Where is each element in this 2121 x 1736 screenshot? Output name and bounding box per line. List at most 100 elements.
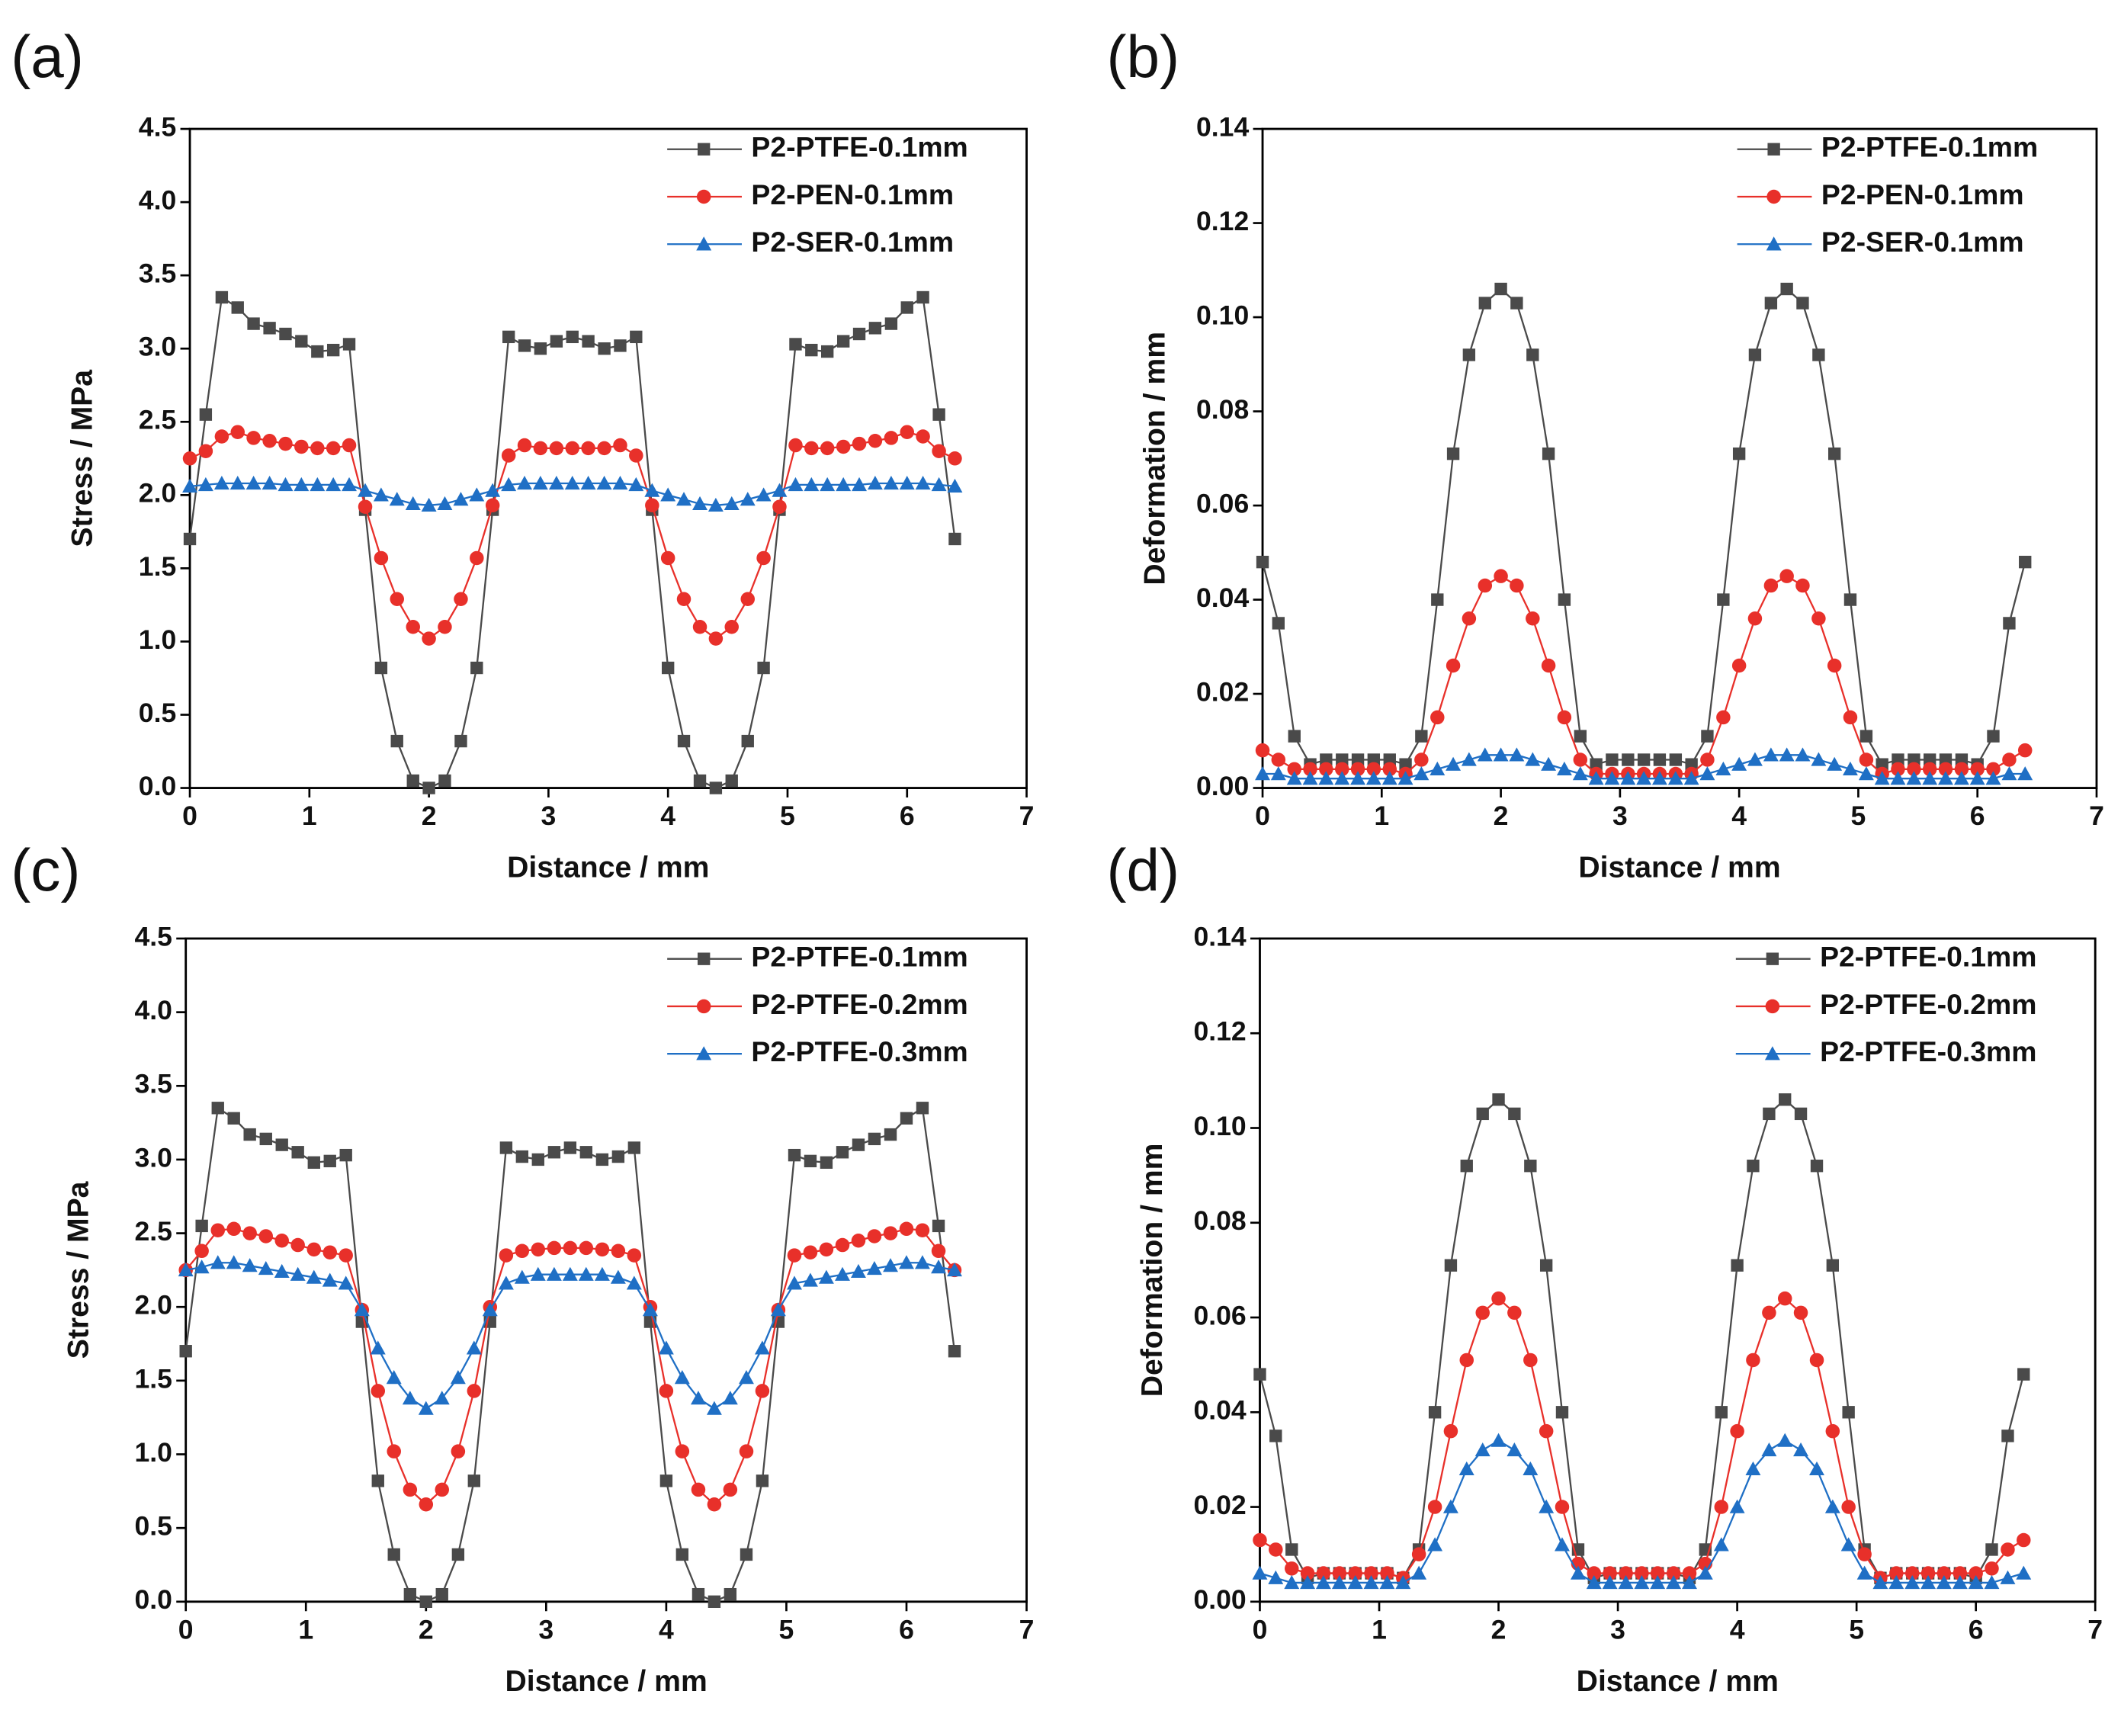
data-point — [598, 342, 611, 355]
data-point — [311, 345, 324, 358]
data-point — [613, 438, 627, 453]
data-point — [231, 301, 244, 314]
data-point — [1667, 771, 1683, 785]
data-point — [1270, 766, 1286, 781]
x-tick-label: 0 — [182, 801, 197, 831]
data-point — [1542, 447, 1555, 460]
data-point — [547, 1146, 561, 1159]
data-point — [1507, 1305, 1522, 1320]
data-point — [1395, 1575, 1411, 1590]
x-tick-label: 5 — [780, 801, 795, 831]
data-point — [787, 1248, 802, 1263]
data-point — [198, 444, 213, 458]
legend-marker — [696, 1046, 712, 1061]
data-point — [836, 477, 852, 492]
data-point — [210, 1223, 226, 1237]
data-point — [279, 327, 292, 341]
legend-label: P2-PEN-0.1mm — [751, 178, 954, 210]
data-point — [1859, 730, 1873, 743]
data-point — [485, 498, 500, 513]
y-tick-label: 4.0 — [134, 995, 172, 1025]
data-point — [611, 1150, 625, 1163]
x-tick-label: 4 — [1730, 1614, 1745, 1645]
data-point — [518, 339, 531, 352]
data-point — [1669, 753, 1683, 766]
legend-label: P2-PTFE-0.3mm — [751, 1035, 967, 1067]
y-tick-label: 1.5 — [134, 1363, 172, 1394]
y-tick-label: 2.0 — [139, 478, 176, 509]
data-point — [1364, 1566, 1378, 1580]
legend-marker — [698, 952, 711, 965]
y-tick-label: 0.10 — [1196, 300, 1249, 330]
data-point — [1747, 1160, 1760, 1173]
data-point — [708, 1595, 721, 1608]
data-point — [740, 492, 756, 506]
data-point — [1984, 1575, 2000, 1590]
data-point — [1332, 1566, 1347, 1580]
data-point — [1475, 1305, 1490, 1320]
data-point — [1636, 771, 1652, 785]
data-point — [852, 477, 867, 492]
data-point — [1763, 1107, 1776, 1121]
data-point — [852, 327, 866, 341]
data-point — [499, 1248, 514, 1263]
data-point — [1717, 593, 1730, 606]
data-point — [467, 1384, 482, 1398]
panel-label: (d) — [1106, 836, 1179, 903]
data-point — [1701, 730, 1714, 743]
data-point — [339, 1148, 352, 1162]
data-point — [1653, 753, 1667, 766]
data-point — [900, 1112, 913, 1125]
data-point — [1460, 1160, 1473, 1173]
data-point — [932, 444, 946, 458]
data-point — [1700, 752, 1715, 767]
data-point — [501, 448, 516, 463]
data-point — [322, 1245, 337, 1259]
data-point — [788, 477, 804, 492]
data-point — [230, 425, 245, 439]
data-point — [628, 477, 644, 492]
data-point — [1491, 1291, 1506, 1306]
data-point — [915, 1223, 930, 1237]
data-point — [868, 322, 882, 335]
data-point — [1288, 730, 1301, 743]
data-point — [1650, 1575, 1666, 1590]
data-point — [804, 441, 819, 456]
series-line — [189, 431, 955, 640]
data-point — [179, 1345, 192, 1358]
data-point — [323, 1154, 336, 1168]
data-point — [1953, 1566, 1968, 1580]
data-point — [1920, 1566, 1936, 1580]
data-point — [227, 1112, 240, 1125]
x-tick-label: 7 — [1019, 801, 1035, 831]
panel-label: (c) — [11, 836, 80, 903]
data-point — [884, 317, 898, 330]
data-point — [2017, 766, 2033, 781]
data-point — [295, 335, 308, 348]
data-point — [1779, 569, 1794, 583]
data-point — [757, 661, 770, 675]
legend-marker — [696, 189, 711, 204]
data-point — [1413, 766, 1430, 781]
data-point — [1715, 1406, 1728, 1419]
data-point — [183, 532, 197, 546]
y-tick-label: 0.5 — [134, 1511, 172, 1542]
data-point — [614, 339, 627, 352]
data-point — [611, 1243, 626, 1259]
data-point — [374, 550, 389, 566]
data-point — [1891, 762, 1905, 777]
data-point — [182, 478, 197, 493]
data-point — [422, 631, 436, 646]
data-point — [692, 496, 708, 511]
data-point — [836, 439, 851, 454]
data-point — [1363, 1575, 1379, 1590]
data-point — [247, 317, 260, 330]
data-point — [1555, 1406, 1569, 1419]
data-point — [1827, 658, 1842, 673]
data-point — [1602, 1575, 1618, 1590]
series-line — [185, 1262, 955, 1410]
data-point — [1714, 1500, 1729, 1514]
x-tick-label: 4 — [1731, 801, 1747, 831]
data-point — [1651, 771, 1667, 785]
